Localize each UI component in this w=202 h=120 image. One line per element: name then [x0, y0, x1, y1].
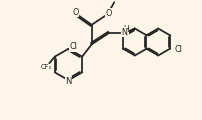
- Text: N: N: [65, 77, 71, 85]
- Text: N: N: [120, 28, 126, 37]
- Text: CF₃: CF₃: [41, 64, 52, 70]
- Text: H: H: [122, 25, 128, 34]
- Text: O: O: [72, 8, 78, 17]
- Text: Cl: Cl: [69, 42, 77, 51]
- Text: Cl: Cl: [173, 45, 181, 54]
- Text: O: O: [105, 9, 112, 18]
